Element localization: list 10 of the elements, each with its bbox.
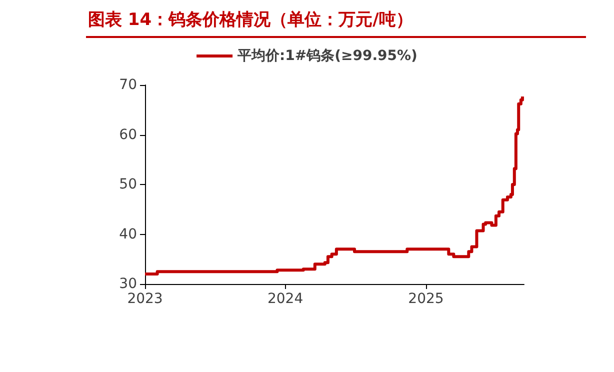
x-tick-label: 2023 [127,291,163,307]
y-tick-label: 50 [119,176,137,192]
chart-title: 图表 14：钨条价格情况（单位：万元/吨） [88,9,413,31]
legend-label: 平均价:1#钨条(≥99.95%) [236,48,418,64]
x-tick-label: 2024 [267,291,304,307]
y-tick-label: 40 [119,226,137,242]
y-tick-label: 30 [119,276,137,292]
y-tick-label: 70 [119,77,137,93]
y-tick-label: 60 [119,126,137,143]
x-tick-label: 2025 [408,291,444,307]
